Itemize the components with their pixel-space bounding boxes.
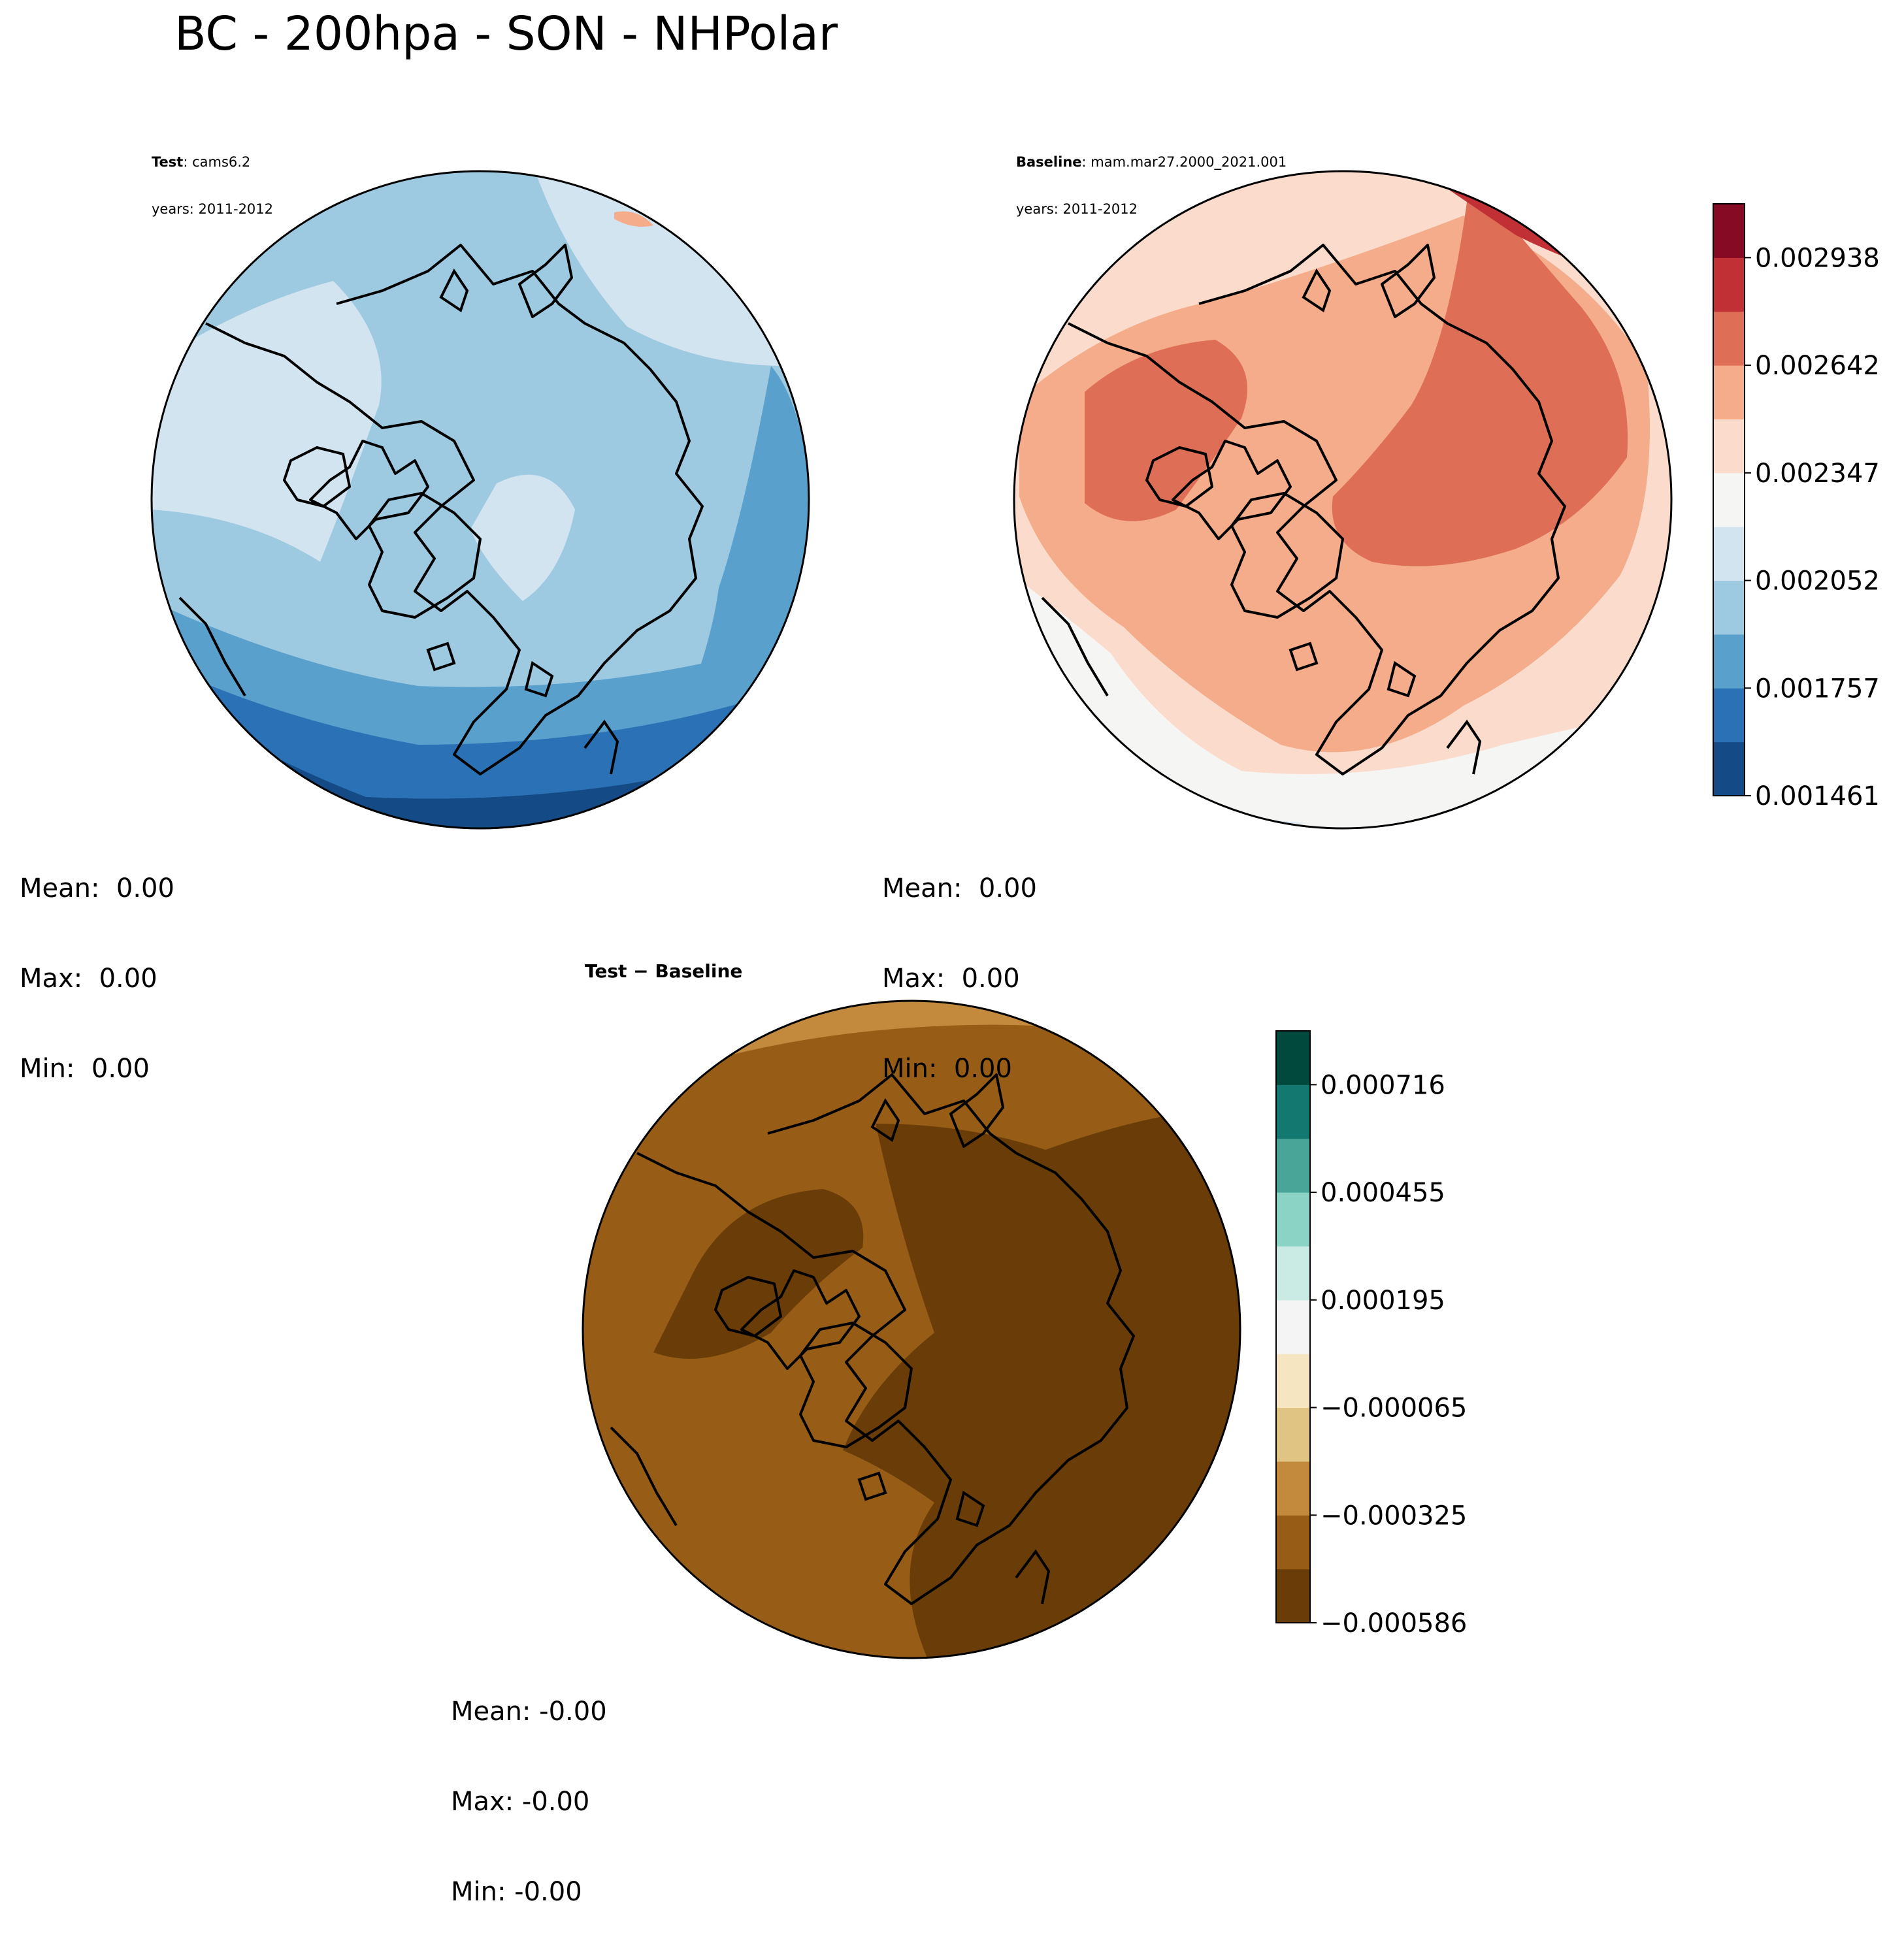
diff-colorbar-swatch (1276, 1084, 1310, 1139)
top-colorbar-tick-label: 0.002347 (1755, 459, 1880, 489)
top-colorbar: 0.002938 0.002642 0.002347 0.002052 0.001757… (1713, 203, 1880, 811)
diff-min: Min: -0.00 (451, 1877, 582, 1907)
diff-colorbar-swatch (1276, 1569, 1310, 1623)
diff-map-border (582, 1000, 1241, 1659)
diff-colorbar-swatch (1276, 1246, 1310, 1301)
diff-colorbar-tick-label: 0.000455 (1321, 1178, 1445, 1208)
diff-colorbar-swatch (1276, 1461, 1310, 1516)
baseline-stats: Mean: 0.00 Max: 0.00 Min: 0.00 (882, 813, 1037, 1114)
top-colorbar-swatch (1713, 365, 1745, 419)
test-label: Test (152, 154, 184, 170)
baseline-case-name: : mam.mar27.2000_2021.001 (1081, 154, 1287, 170)
diff-colorbar-swatch (1276, 1354, 1310, 1408)
top-colorbar-tick-label: 0.001757 (1755, 674, 1880, 704)
figure-canvas: 0.002938 0.002642 0.002347 0.002052 0.001757… (150, 170, 1880, 1659)
test-mean: Mean: 0.00 (20, 873, 174, 903)
diff-stats: Mean: -0.00 Max: -0.00 Min: -0.00 (451, 1636, 607, 1937)
baseline-panel-header: Baseline: mam.mar27.2000_2021.001 years:… (1016, 123, 1287, 233)
diff-colorbar: 0.000716 0.000455 0.000195 −0.000065 −0.0003… (1275, 1030, 1467, 1638)
diff-colorbar-swatch (1276, 1407, 1310, 1462)
top-colorbar-tick-label: 0.001461 (1755, 781, 1880, 811)
diff-colorbar-swatch (1276, 1515, 1310, 1570)
test-map (152, 171, 809, 828)
top-colorbar-border (1713, 203, 1745, 796)
diff-colorbar-tick-label: 0.000716 (1321, 1070, 1445, 1100)
figure-title: BC - 200hpa - SON - NHPolar (174, 7, 838, 61)
test-map-border (150, 170, 810, 830)
top-colorbar-swatch (1713, 688, 1745, 743)
top-colorbar-swatch (1713, 257, 1745, 312)
top-colorbar-swatch (1713, 204, 1745, 258)
baseline-years: years: 2011-2012 (1016, 201, 1138, 217)
diff-colorbar-tick-label: −0.000065 (1321, 1393, 1467, 1424)
baseline-min: Min: 0.00 (882, 1054, 1012, 1084)
diff-colorbar-tick-label: 0.000195 (1321, 1286, 1445, 1316)
top-colorbar-tick-label: 0.002052 (1755, 566, 1880, 596)
top-colorbar-swatch (1713, 311, 1745, 366)
test-case-name: : cams6.2 (183, 154, 251, 170)
diff-mean: Mean: -0.00 (451, 1697, 607, 1727)
test-panel-header: Test: cams6.2 years: 2011-2012 (152, 123, 273, 233)
top-colorbar-tick-label: 0.002938 (1755, 243, 1880, 273)
top-colorbar-swatch (1713, 634, 1745, 689)
baseline-map (1014, 171, 1671, 828)
diff-colorbar-swatch (1276, 1031, 1310, 1085)
top-colorbar-swatch (1713, 741, 1745, 796)
diff-map (583, 1001, 1240, 1658)
top-colorbar-tick-label: 0.002642 (1755, 351, 1880, 381)
diff-colorbar-swatch (1276, 1192, 1310, 1246)
diff-max: Max: -0.00 (451, 1787, 590, 1817)
test-min: Min: 0.00 (20, 1054, 150, 1084)
diff-colorbar-tick-label: −0.000325 (1321, 1501, 1467, 1531)
diff-colorbar-tick-label: −0.000586 (1321, 1608, 1467, 1638)
top-colorbar-swatch (1713, 527, 1745, 581)
baseline-label: Baseline (1016, 154, 1082, 170)
baseline-max: Max: 0.00 (882, 964, 1020, 994)
test-years: years: 2011-2012 (152, 201, 274, 217)
baseline-map-border (1013, 170, 1673, 830)
diff-colorbar-border (1275, 1030, 1311, 1623)
test-stats: Mean: 0.00 Max: 0.00 Min: 0.00 (20, 813, 174, 1114)
diff-panel-header: Test − Baseline (585, 960, 743, 982)
diff-colorbar-swatch (1276, 1138, 1310, 1193)
top-colorbar-swatch (1713, 419, 1745, 474)
top-colorbar-swatch (1713, 472, 1745, 527)
top-colorbar-swatch (1713, 580, 1745, 635)
test-max: Max: 0.00 (20, 964, 157, 994)
diff-colorbar-swatch (1276, 1299, 1310, 1354)
baseline-mean: Mean: 0.00 (882, 873, 1037, 903)
